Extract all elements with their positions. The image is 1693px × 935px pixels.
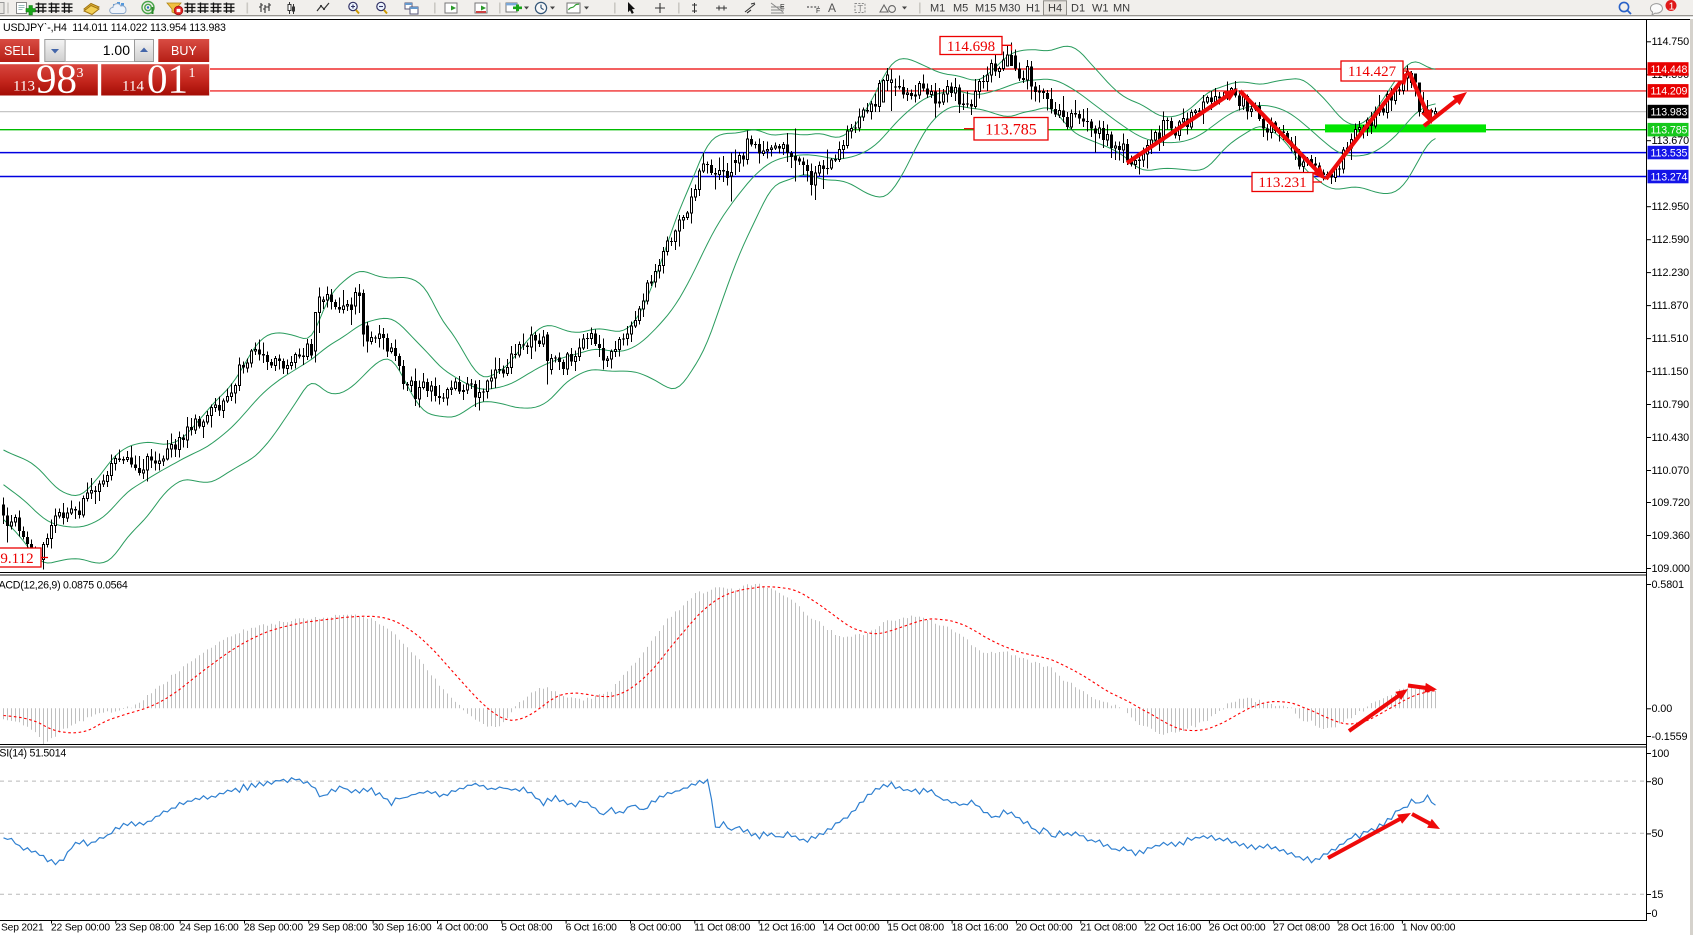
svg-text:5 Oct 08:00: 5 Oct 08:00 [501,923,553,934]
svg-text:113.274: 113.274 [1651,171,1688,183]
svg-text:M5: M5 [953,3,968,15]
svg-text:114.698: 114.698 [947,39,995,55]
svg-text:113.535: 113.535 [1651,147,1688,159]
svg-text:18 Oct 16:00: 18 Oct 16:00 [952,923,1009,934]
svg-text:110.790: 110.790 [1652,399,1690,411]
svg-text:24 Sep 16:00: 24 Sep 16:00 [180,923,239,934]
svg-text:22 Sep 00:00: 22 Sep 00:00 [51,923,110,934]
svg-text:6 Oct 16:00: 6 Oct 16:00 [566,923,618,934]
svg-text:113.785: 113.785 [1651,125,1688,137]
svg-text:3: 3 [77,66,84,81]
svg-text:1 Nov 00:00: 1 Nov 00:00 [1402,923,1456,934]
svg-text:15: 15 [1652,889,1664,901]
svg-text:23 Sep 08:00: 23 Sep 08:00 [115,923,174,934]
svg-text:15 Oct 08:00: 15 Oct 08:00 [887,923,944,934]
svg-text:A: A [828,1,836,15]
svg-text:M30: M30 [999,3,1020,15]
svg-text:112.230: 112.230 [1652,267,1690,279]
svg-text:H1: H1 [1026,3,1040,15]
svg-text:27 Oct 08:00: 27 Oct 08:00 [1273,923,1330,934]
svg-text:50: 50 [1652,828,1664,840]
svg-text:MACD(12,26,9) 0.0875 0.0564: MACD(12,26,9) 0.0875 0.0564 [0,580,128,592]
svg-text:114.427: 114.427 [1348,64,1397,80]
svg-text:110.070: 110.070 [1652,465,1690,477]
svg-text:D1: D1 [1071,3,1085,15]
svg-text:113.785: 113.785 [985,121,1036,138]
svg-text:M1: M1 [930,3,945,15]
svg-text:114.448: 114.448 [1651,64,1688,76]
svg-text:MN: MN [1113,3,1130,15]
svg-text:1: 1 [1669,1,1675,13]
svg-text:109.112: 109.112 [0,551,34,567]
svg-text:1.00: 1.00 [103,42,130,58]
svg-text:W1: W1 [1092,3,1109,15]
svg-text:112.950: 112.950 [1652,201,1690,213]
svg-text:8 Oct 00:00: 8 Oct 00:00 [630,923,682,934]
svg-text:M15: M15 [975,3,996,15]
svg-text:113: 113 [13,79,35,95]
svg-text:1: 1 [189,66,196,81]
svg-text:26 Oct 00:00: 26 Oct 00:00 [1209,923,1266,934]
svg-text:4 Oct 00:00: 4 Oct 00:00 [437,923,489,934]
svg-text:111.150: 111.150 [1652,366,1689,378]
svg-text:-0.1559: -0.1559 [1652,731,1688,743]
svg-text:80: 80 [1652,776,1664,788]
svg-text:01: 01 [147,56,188,102]
svg-text:21 Oct 08:00: 21 Oct 08:00 [1080,923,1137,934]
svg-text:109.000: 109.000 [1652,563,1690,575]
svg-text:109.360: 109.360 [1652,530,1690,542]
svg-text:T: T [858,4,864,14]
svg-text:114.750: 114.750 [1652,36,1690,48]
svg-text:109.720: 109.720 [1652,497,1690,509]
svg-text:20 Oct 00:00: 20 Oct 00:00 [1016,923,1073,934]
svg-text:BUY: BUY [171,44,197,58]
svg-text:22 Oct 16:00: 22 Oct 16:00 [1145,923,1202,934]
svg-text:30 Sep 16:00: 30 Sep 16:00 [373,923,432,934]
svg-text:12 Oct 16:00: 12 Oct 16:00 [759,923,816,934]
svg-text:111.870: 111.870 [1652,300,1689,312]
svg-text:SELL: SELL [4,44,35,58]
svg-text:F: F [816,8,820,15]
svg-text:113.231: 113.231 [1258,175,1306,191]
svg-text:28 Oct 16:00: 28 Oct 16:00 [1338,923,1395,934]
svg-text:110.430: 110.430 [1652,432,1690,444]
svg-text:H4: H4 [1048,3,1062,15]
svg-text:114.209: 114.209 [1651,86,1688,98]
svg-text:USDJPYˋ-,H4 114.011 114.022 1: USDJPYˋ-,H4 114.011 114.022 113.954 113.… [3,22,226,34]
svg-text:14 Oct 00:00: 14 Oct 00:00 [823,923,880,934]
svg-text:0.5801: 0.5801 [1652,579,1685,591]
svg-text:RSI(14) 51.5014: RSI(14) 51.5014 [0,748,66,760]
svg-text:28 Sep 00:00: 28 Sep 00:00 [244,923,303,934]
svg-text:0.00: 0.00 [1652,703,1673,715]
svg-text:11 Oct 08:00: 11 Oct 08:00 [694,923,750,934]
svg-text:112.590: 112.590 [1652,234,1690,246]
svg-text:114: 114 [122,79,144,95]
svg-text:29 Sep 08:00: 29 Sep 08:00 [308,923,367,934]
svg-text:E: E [780,4,785,11]
svg-text:113.670: 113.670 [1652,135,1690,147]
svg-text:Sep 2021: Sep 2021 [1,923,44,934]
svg-text:98: 98 [36,56,77,102]
svg-text:113.983: 113.983 [1651,106,1688,118]
svg-text:0: 0 [1652,908,1658,920]
svg-text:111.510: 111.510 [1652,333,1689,345]
svg-text:100: 100 [1652,748,1670,760]
